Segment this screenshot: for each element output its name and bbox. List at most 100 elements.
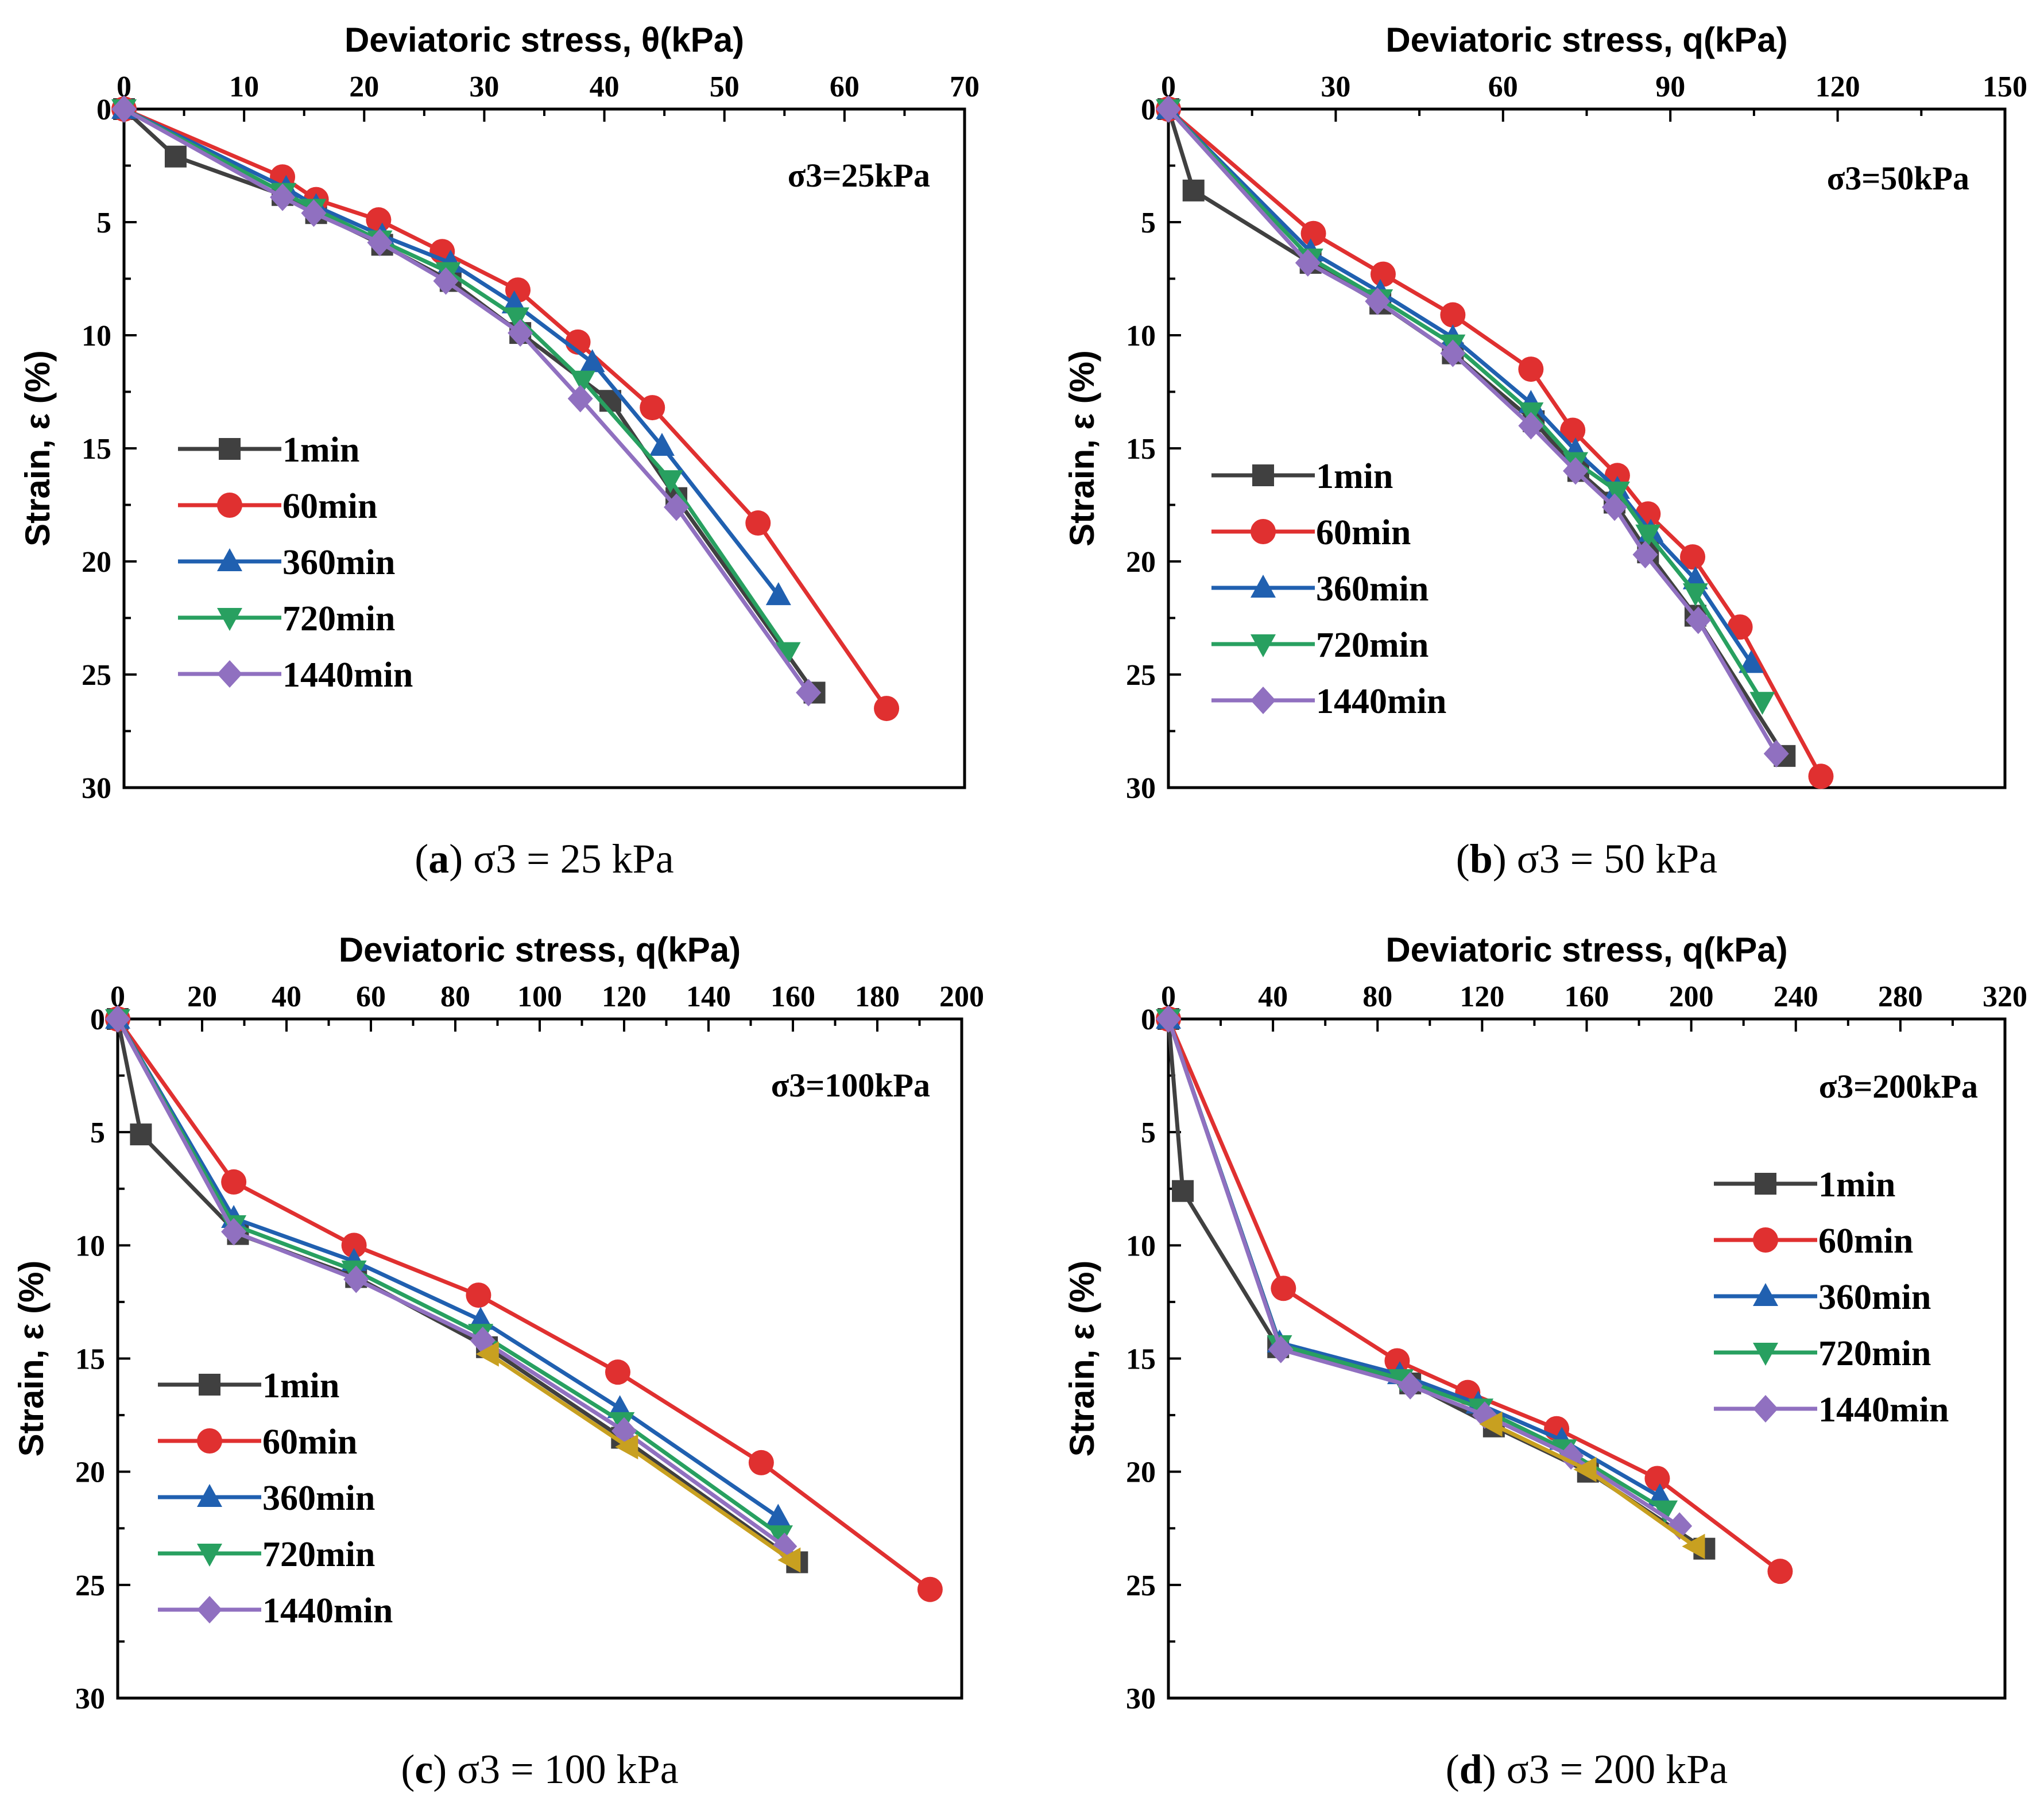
data-point — [1635, 524, 1661, 548]
series-line — [1167, 107, 1778, 755]
data-point — [579, 349, 605, 373]
series-extra — [1479, 1411, 1705, 1559]
x-tick-label: 60 — [830, 71, 860, 103]
legend-label: 1440min — [1316, 682, 1446, 721]
y-tick-label: 0 — [96, 94, 111, 126]
legend-item: 60min — [1211, 513, 1411, 552]
data-point — [1397, 1371, 1423, 1400]
series-line — [1166, 1018, 1782, 1573]
data-point — [111, 95, 137, 123]
legend-label: 720min — [282, 599, 395, 638]
caption-text: σ3 = 25 kPa — [473, 836, 673, 882]
legend-item: 60min — [178, 487, 377, 526]
data-point — [664, 493, 690, 521]
y-tick-label: 20 — [1126, 546, 1156, 579]
data-point — [1271, 1276, 1296, 1301]
x-tick-label: 80 — [440, 981, 470, 1013]
legend-item: 720min — [1714, 1334, 1931, 1373]
legend-label: 1min — [1316, 457, 1393, 496]
x-tick-label: 80 — [1362, 981, 1392, 1013]
series-360min — [1156, 1006, 1673, 1507]
legend-item: 60min — [1714, 1222, 1913, 1261]
x-tick-label: 180 — [855, 981, 900, 1013]
y-tick-label: 30 — [82, 772, 111, 805]
caption-close-paren: ) — [449, 836, 473, 882]
chart-panel-c: 0 20 40 60 80 100 120 140 160 180 200051015202530D… — [12, 931, 984, 1792]
data-point — [1518, 412, 1544, 440]
data-point — [1295, 249, 1321, 277]
data-point — [1518, 356, 1544, 382]
legend-label: 360min — [1818, 1278, 1931, 1317]
data-point — [1172, 1180, 1194, 1202]
y-tick-label: 5 — [1141, 1117, 1156, 1149]
legend-label: 60min — [1316, 513, 1411, 552]
legend-label: 1min — [1818, 1165, 1895, 1204]
y-axis-title: Strain, ε (%) — [12, 1261, 51, 1457]
legend-label: 1min — [282, 431, 359, 470]
data-point — [508, 319, 533, 347]
y-tick-label: 0 — [90, 1003, 105, 1036]
legend-marker — [1753, 1343, 1778, 1366]
legend-marker — [217, 608, 242, 631]
data-point — [341, 1233, 367, 1258]
caption-text: σ3 = 200 kPa — [1507, 1746, 1728, 1792]
y-tick-label: 25 — [1126, 1570, 1156, 1602]
series-line — [115, 1018, 786, 1548]
y-tick-label: 25 — [1126, 659, 1156, 692]
legend-item: 1min — [178, 431, 359, 470]
legend-marker — [1252, 464, 1274, 486]
y-tick-label: 25 — [82, 659, 111, 692]
legend-item: 360min — [158, 1479, 375, 1518]
x-tick-label: 200 — [1669, 981, 1714, 1013]
legend-item: 360min — [1211, 569, 1429, 609]
legend-label: 60min — [1818, 1222, 1913, 1261]
x-tick-label: 120 — [1815, 71, 1860, 103]
y-tick-label: 5 — [90, 1117, 105, 1149]
data-point — [1268, 1335, 1294, 1363]
data-point — [1440, 339, 1466, 367]
y-tick-label: 25 — [75, 1570, 105, 1602]
x-tick-label: 70 — [950, 71, 980, 103]
y-tick-label: 5 — [96, 207, 111, 239]
legend-label: 60min — [262, 1423, 357, 1462]
data-point — [1479, 1411, 1503, 1437]
legend-item: 720min — [158, 1535, 375, 1574]
legend-label: 1440min — [1818, 1390, 1949, 1429]
x-tick-label: 150 — [1983, 71, 2027, 103]
series-line — [1167, 107, 1764, 703]
data-point — [343, 1265, 369, 1293]
y-tick-label: 30 — [75, 1683, 105, 1715]
x-tick-label: 160 — [771, 981, 815, 1013]
series-line — [1166, 1018, 1706, 1551]
data-point — [1573, 1456, 1597, 1482]
legend-item: 1440min — [1714, 1390, 1949, 1429]
series-720min — [1156, 99, 1775, 715]
legend-item: 1440min — [1211, 682, 1446, 721]
legend-label: 360min — [262, 1479, 375, 1518]
series-1440min — [1156, 95, 1789, 768]
legend-marker — [197, 1596, 222, 1623]
data-point — [615, 1434, 638, 1460]
data-point — [1763, 739, 1789, 768]
y-tick-label: 0 — [1141, 94, 1156, 126]
data-point — [130, 1123, 152, 1146]
y-tick-label: 15 — [82, 433, 111, 466]
data-point — [917, 1576, 943, 1602]
y-axis-title: Strain, ε (%) — [18, 350, 57, 547]
sigma-annotation: σ3=200kPa — [1819, 1068, 1978, 1105]
data-point — [1300, 220, 1326, 246]
series-line — [115, 1018, 781, 1537]
legend-item: 720min — [178, 599, 395, 638]
panel-caption: (c) σ3 = 100 kPa — [401, 1746, 678, 1792]
y-tick-label: 10 — [75, 1230, 105, 1262]
x-axis-title: Deviatoric stress, q(kPa) — [1385, 931, 1787, 969]
x-tick-label: 320 — [1983, 981, 2027, 1013]
series-1min — [1158, 1008, 1716, 1560]
data-point — [1808, 764, 1834, 789]
x-tick-label: 40 — [272, 981, 301, 1013]
legend-marker — [197, 1544, 222, 1567]
data-point — [164, 145, 187, 168]
y-tick-label: 30 — [1126, 772, 1156, 805]
caption-open-paren: ( — [401, 1746, 415, 1792]
